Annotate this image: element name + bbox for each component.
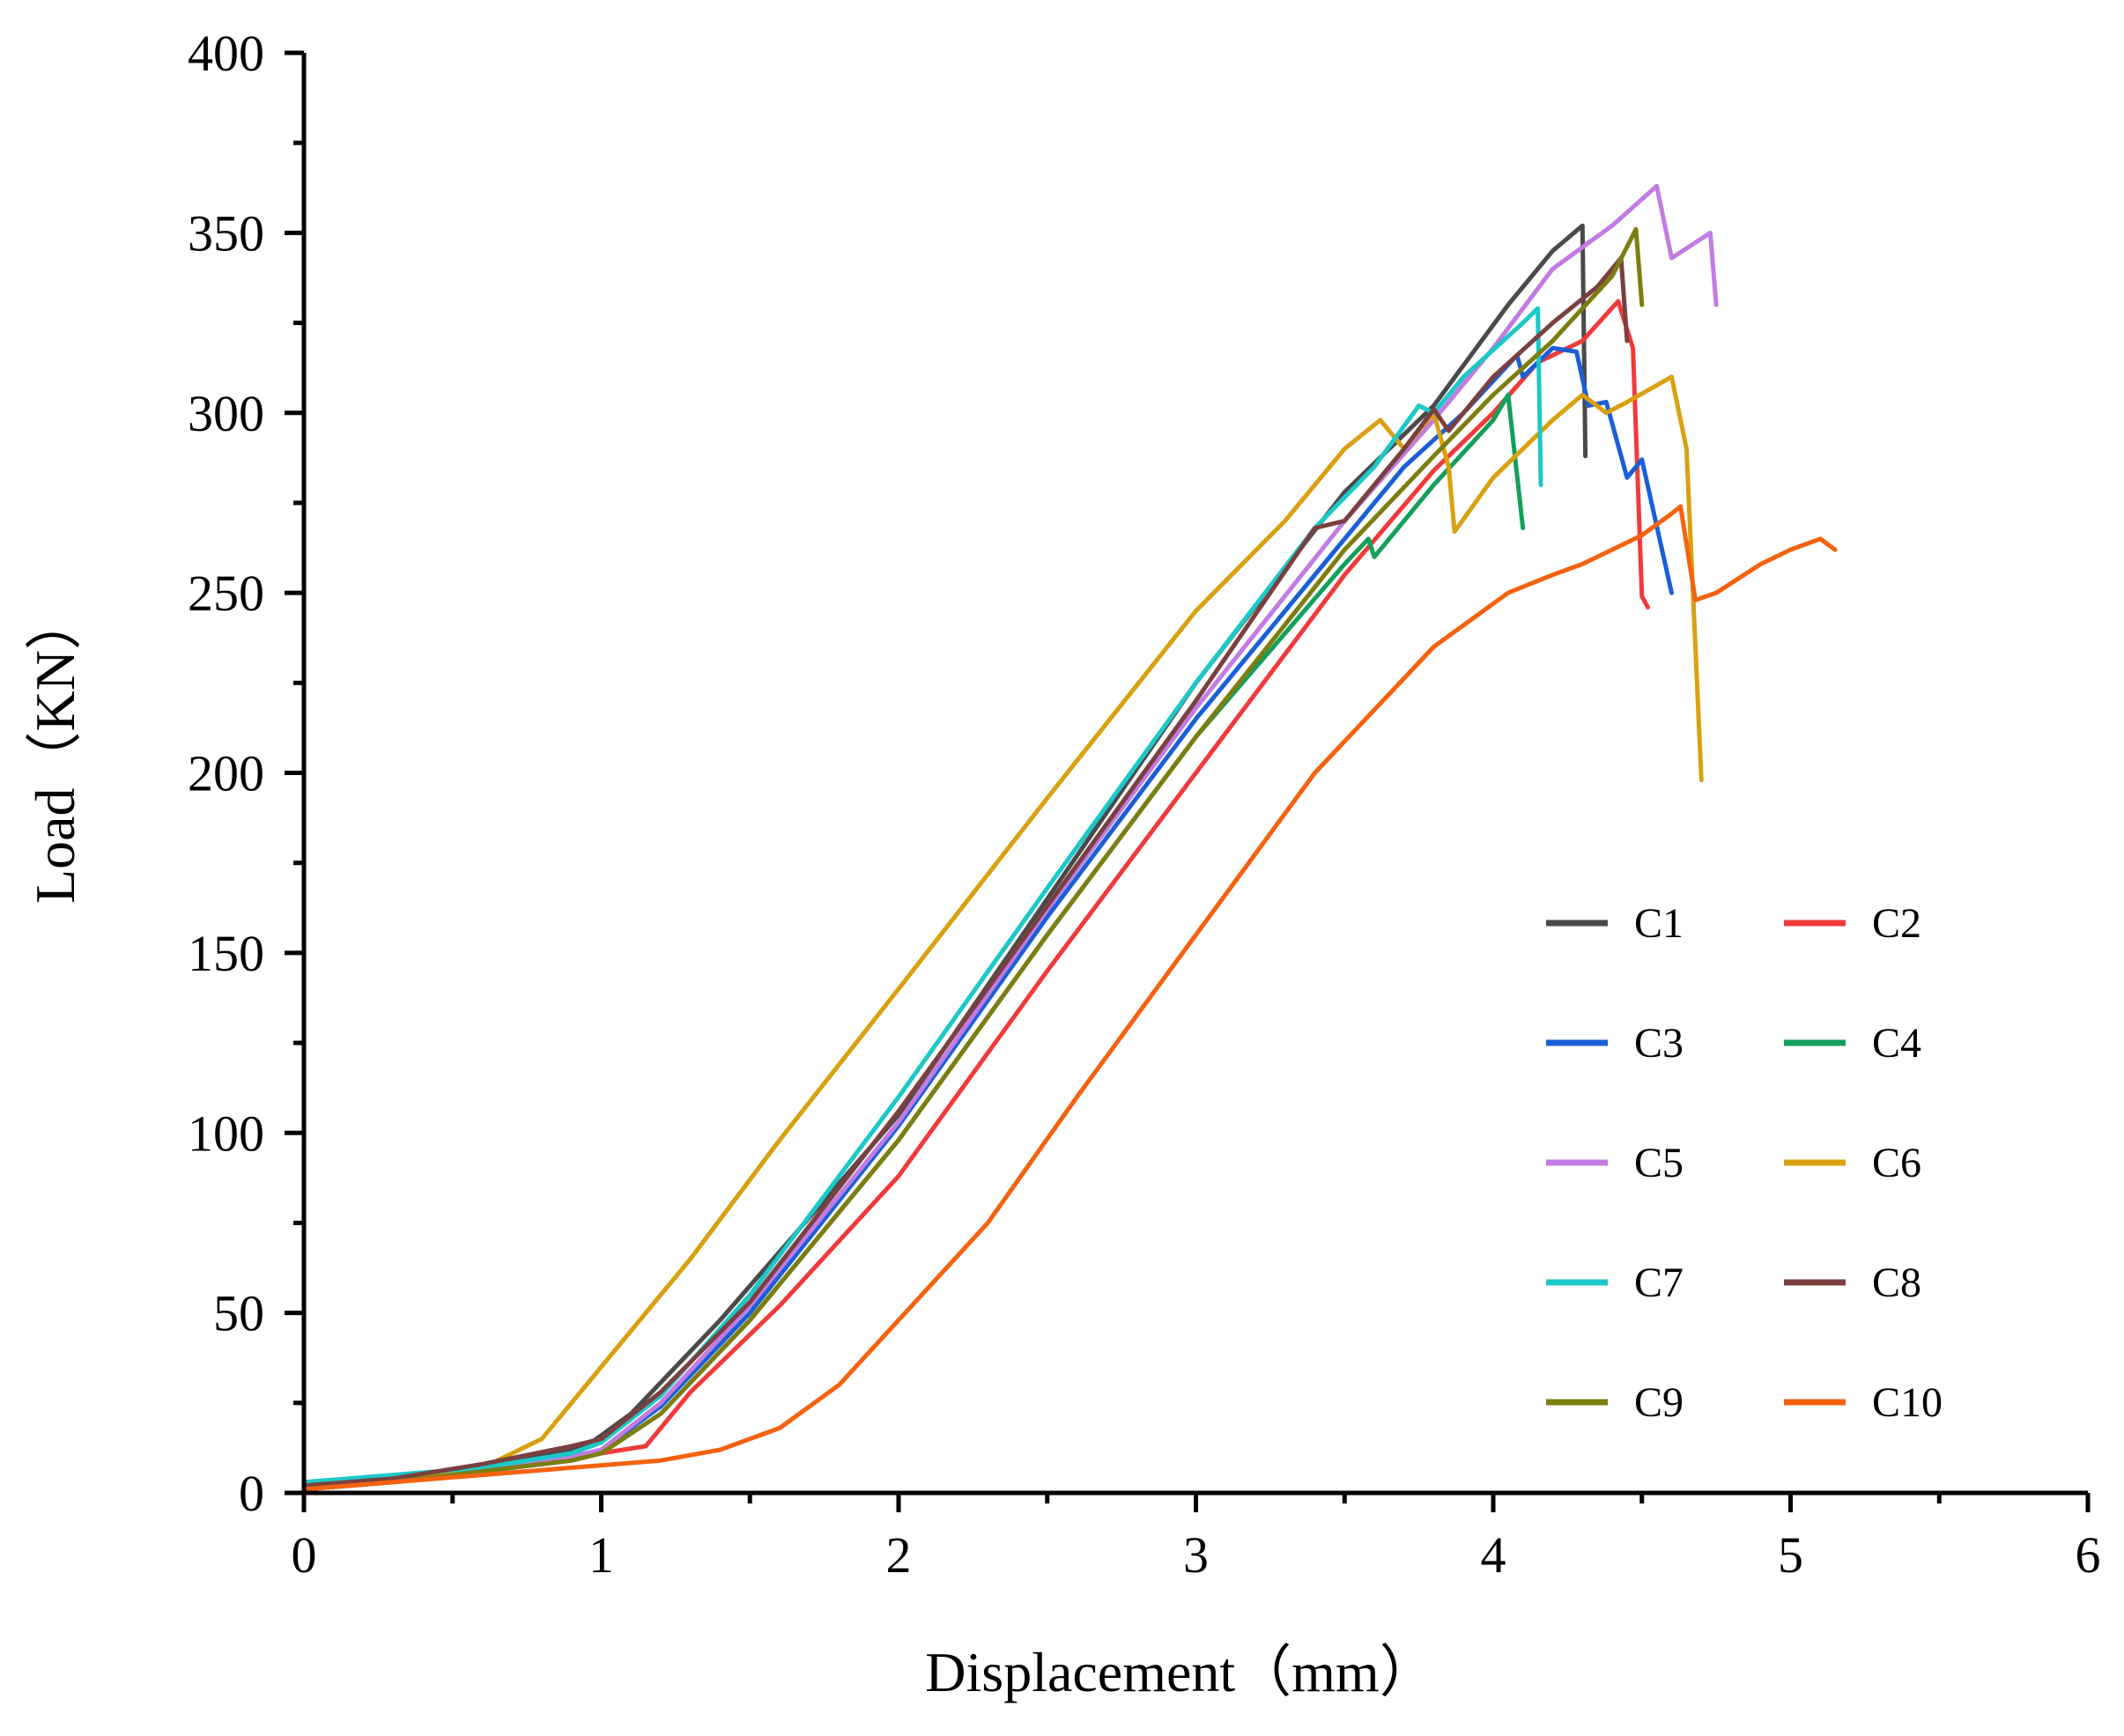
y-tick-label: 100 (188, 1104, 264, 1162)
y-tick-label: 50 (213, 1285, 264, 1342)
x-tick-label: 2 (886, 1526, 912, 1584)
legend-label-c1: C1 (1634, 900, 1684, 947)
y-tick-label: 350 (188, 204, 264, 262)
x-tick-label: 4 (1481, 1526, 1506, 1584)
legend: C1 C2 C3 C4 C5 C6 C7 C8 C9 C10 (1546, 900, 1943, 1426)
series-line-c7 (301, 306, 1543, 1485)
series-line-c6 (301, 374, 1704, 1492)
y-tick-label: 250 (188, 565, 264, 622)
legend-label-c3: C3 (1634, 1020, 1684, 1067)
y-tick-label: 0 (239, 1465, 264, 1522)
legend-label-c5: C5 (1634, 1140, 1684, 1186)
ticks: 0 1 2 3 4 5 6 0 50 100 150 200 250 300 350 400 (188, 25, 2101, 1584)
x-tick-label: 5 (1778, 1526, 1803, 1584)
series-line-c8 (301, 255, 1630, 1489)
y-axis-title: Load（KN） (24, 594, 86, 904)
x-tick-label: 3 (1183, 1526, 1209, 1584)
legend-label-c9: C9 (1634, 1379, 1684, 1426)
x-tick-label: 1 (588, 1526, 614, 1584)
legend-label-c10: C10 (1872, 1379, 1943, 1426)
series-line-c5 (301, 183, 1719, 1492)
series-line-c1 (301, 223, 1588, 1489)
series-line-c10 (301, 504, 1838, 1492)
legend-label-c8: C8 (1872, 1260, 1921, 1306)
legend-label-c2: C2 (1872, 900, 1921, 947)
x-tick-label: 6 (2076, 1526, 2101, 1584)
x-axis-title: Displacement（mm） (925, 1641, 1435, 1703)
y-tick-label: 150 (188, 925, 264, 982)
x-tick-label: 0 (292, 1526, 317, 1584)
legend-label-c4: C4 (1872, 1020, 1921, 1067)
y-tick-label: 300 (188, 385, 264, 442)
series-line-c4 (301, 392, 1526, 1492)
y-tick-label: 200 (188, 745, 264, 802)
legend-label-c7: C7 (1634, 1260, 1684, 1306)
series-line-c9 (301, 226, 1645, 1492)
plot-series (301, 183, 1838, 1492)
legend-label-c6: C6 (1872, 1140, 1921, 1186)
series-line-c2 (301, 299, 1650, 1492)
y-tick-label: 400 (188, 25, 264, 82)
